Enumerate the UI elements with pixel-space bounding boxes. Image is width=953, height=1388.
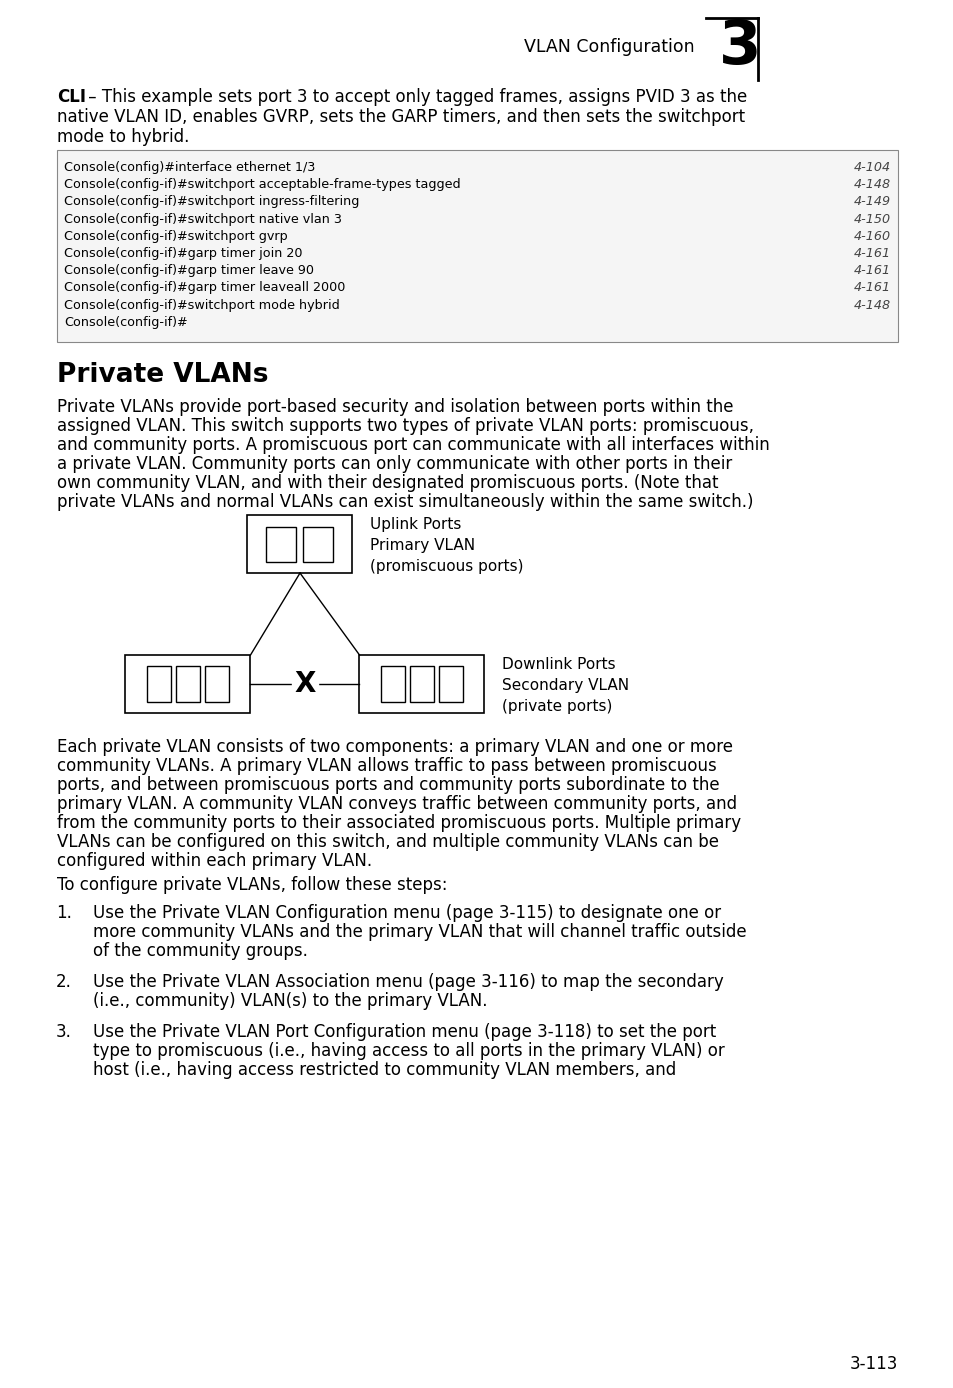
Text: community VLANs. A primary VLAN allows traffic to pass between promiscuous: community VLANs. A primary VLAN allows t… — [57, 756, 716, 775]
Text: Use the Private VLAN Port Configuration menu (page 3-118) to set the port: Use the Private VLAN Port Configuration … — [92, 1023, 716, 1041]
Text: Console(config-if)#garp timer leave 90: Console(config-if)#garp timer leave 90 — [64, 264, 314, 278]
Text: Downlink Ports
Secondary VLAN
(private ports): Downlink Ports Secondary VLAN (private p… — [502, 657, 629, 713]
Text: Console(config-if)#switchport acceptable-frame-types tagged: Console(config-if)#switchport acceptable… — [64, 178, 460, 192]
Text: To configure private VLANs, follow these steps:: To configure private VLANs, follow these… — [57, 876, 447, 894]
Bar — [57, 150, 897, 341]
Text: Console(config-if)#: Console(config-if)# — [64, 316, 188, 329]
Text: and community ports. A promiscuous port can communicate with all interfaces with: and community ports. A promiscuous port … — [57, 436, 769, 454]
Text: more community VLANs and the primary VLAN that will channel traffic outside: more community VLANs and the primary VLA… — [92, 923, 746, 941]
Text: Private VLANs provide port-based security and isolation between ports within the: Private VLANs provide port-based securit… — [57, 398, 733, 416]
Text: type to promiscuous (i.e., having access to all ports in the primary VLAN) or: type to promiscuous (i.e., having access… — [92, 1042, 724, 1060]
Text: 3: 3 — [718, 18, 760, 76]
Text: 4-161: 4-161 — [853, 282, 890, 294]
Text: native VLAN ID, enables GVRP, sets the GARP timers, and then sets the switchport: native VLAN ID, enables GVRP, sets the G… — [57, 108, 744, 126]
Bar — [205, 666, 229, 702]
Bar — [126, 655, 251, 713]
Text: VLANs can be configured on this switch, and multiple community VLANs can be: VLANs can be configured on this switch, … — [57, 833, 719, 851]
Bar — [303, 526, 334, 562]
Text: Console(config)#interface ethernet 1/3: Console(config)#interface ethernet 1/3 — [64, 161, 315, 174]
Text: 4-161: 4-161 — [853, 264, 890, 278]
Text: Console(config-if)#switchport gvrp: Console(config-if)#switchport gvrp — [64, 230, 288, 243]
Text: 4-160: 4-160 — [853, 230, 890, 243]
Text: ports, and between promiscuous ports and community ports subordinate to the: ports, and between promiscuous ports and… — [57, 776, 719, 794]
Bar — [359, 655, 484, 713]
Text: Each private VLAN consists of two components: a primary VLAN and one or more: Each private VLAN consists of two compon… — [57, 738, 732, 756]
Text: assigned VLAN. This switch supports two types of private VLAN ports: promiscuous: assigned VLAN. This switch supports two … — [57, 416, 753, 434]
Text: Console(config-if)#switchport mode hybrid: Console(config-if)#switchport mode hybri… — [64, 298, 339, 311]
Bar — [266, 526, 296, 562]
Text: Console(config-if)#garp timer join 20: Console(config-if)#garp timer join 20 — [64, 247, 302, 260]
Text: 4-150: 4-150 — [853, 212, 890, 226]
Text: host (i.e., having access restricted to community VLAN members, and: host (i.e., having access restricted to … — [92, 1060, 676, 1078]
Text: Console(config-if)#garp timer leaveall 2000: Console(config-if)#garp timer leaveall 2… — [64, 282, 345, 294]
Text: Console(config-if)#switchport ingress-filtering: Console(config-if)#switchport ingress-fi… — [64, 196, 359, 208]
Text: (i.e., community) VLAN(s) to the primary VLAN.: (i.e., community) VLAN(s) to the primary… — [92, 992, 487, 1010]
Text: Use the Private VLAN Association menu (page 3-116) to map the secondary: Use the Private VLAN Association menu (p… — [92, 973, 723, 991]
Bar — [410, 666, 434, 702]
Text: 4-148: 4-148 — [853, 298, 890, 311]
Text: 3.: 3. — [56, 1023, 71, 1041]
Text: Uplink Ports
Primary VLAN
(promiscuous ports): Uplink Ports Primary VLAN (promiscuous p… — [370, 516, 523, 575]
Text: 4-148: 4-148 — [853, 178, 890, 192]
Text: 4-161: 4-161 — [853, 247, 890, 260]
Text: of the community groups.: of the community groups. — [92, 942, 308, 960]
Bar — [380, 666, 405, 702]
Text: from the community ports to their associated promiscuous ports. Multiple primary: from the community ports to their associ… — [57, 813, 740, 831]
Bar — [175, 666, 200, 702]
Bar — [247, 515, 352, 573]
Text: Console(config-if)#switchport native vlan 3: Console(config-if)#switchport native vla… — [64, 212, 341, 226]
Text: Use the Private VLAN Configuration menu (page 3-115) to designate one or: Use the Private VLAN Configuration menu … — [92, 904, 720, 922]
Text: CLI: CLI — [57, 87, 86, 105]
Text: mode to hybrid.: mode to hybrid. — [57, 128, 190, 146]
Text: 4-149: 4-149 — [853, 196, 890, 208]
Text: a private VLAN. Community ports can only communicate with other ports in their: a private VLAN. Community ports can only… — [57, 455, 732, 473]
Bar — [438, 666, 462, 702]
Text: 4-104: 4-104 — [853, 161, 890, 174]
Text: primary VLAN. A community VLAN conveys traffic between community ports, and: primary VLAN. A community VLAN conveys t… — [57, 795, 737, 813]
Text: own community VLAN, and with their designated promiscuous ports. (Note that: own community VLAN, and with their desig… — [57, 473, 718, 491]
Text: 2.: 2. — [56, 973, 71, 991]
Text: Private VLANs: Private VLANs — [57, 362, 268, 389]
Text: configured within each primary VLAN.: configured within each primary VLAN. — [57, 852, 372, 870]
Bar — [147, 666, 171, 702]
Text: VLAN Configuration: VLAN Configuration — [524, 37, 695, 56]
Text: 3-113: 3-113 — [849, 1355, 897, 1373]
Text: – This example sets port 3 to accept only tagged frames, assigns PVID 3 as the: – This example sets port 3 to accept onl… — [83, 87, 746, 105]
Text: private VLANs and normal VLANs can exist simultaneously within the same switch.): private VLANs and normal VLANs can exist… — [57, 493, 753, 511]
Text: 1.: 1. — [56, 904, 71, 922]
Text: X: X — [294, 670, 315, 698]
